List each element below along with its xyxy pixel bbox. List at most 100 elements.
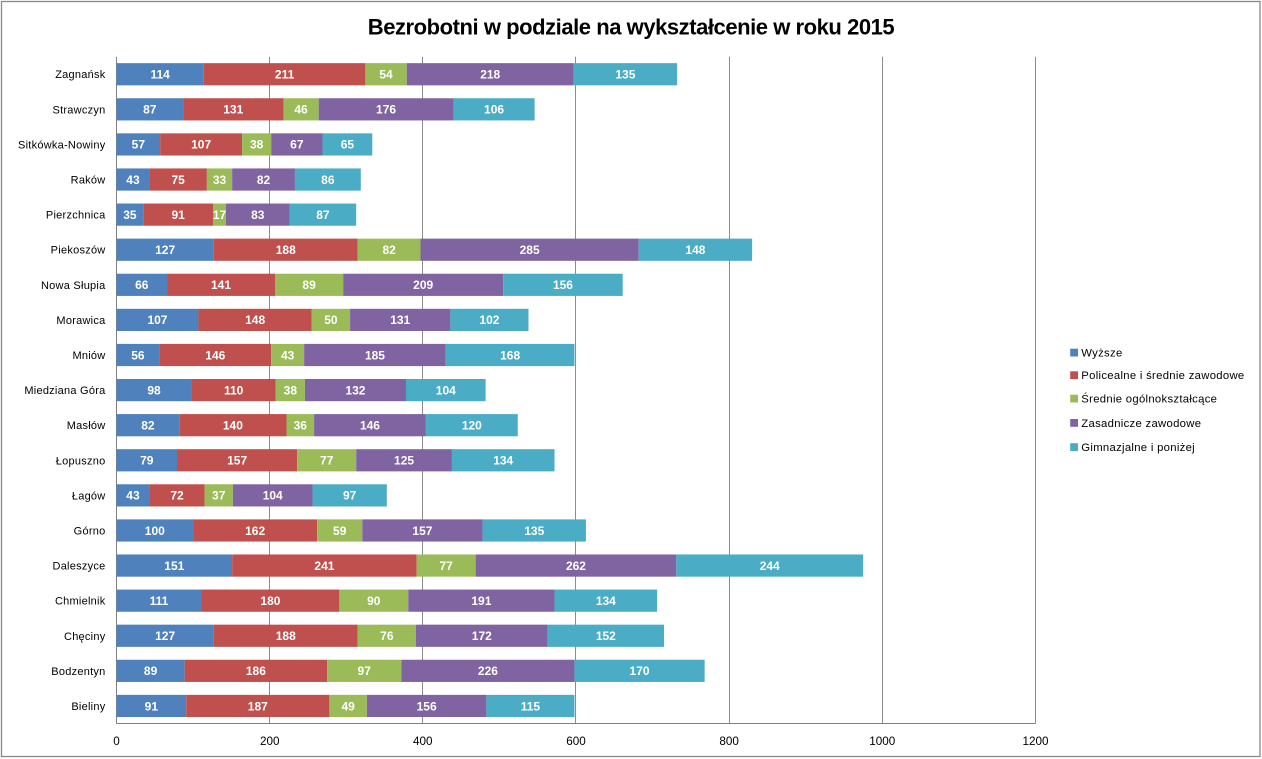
svg-text:172: 172: [472, 629, 492, 643]
svg-text:135: 135: [524, 524, 544, 538]
svg-text:43: 43: [126, 173, 140, 187]
svg-text:131: 131: [390, 313, 410, 327]
svg-text:262: 262: [566, 559, 586, 573]
svg-text:400: 400: [413, 735, 433, 748]
svg-text:43: 43: [281, 348, 295, 362]
svg-text:134: 134: [596, 594, 616, 608]
svg-text:114: 114: [150, 68, 170, 82]
svg-text:43: 43: [126, 489, 140, 503]
svg-text:35: 35: [123, 208, 137, 222]
svg-text:131: 131: [223, 103, 243, 117]
svg-text:188: 188: [276, 243, 296, 257]
svg-text:86: 86: [321, 173, 335, 187]
svg-text:Piekoszów: Piekoszów: [51, 245, 106, 257]
svg-text:77: 77: [320, 454, 334, 468]
svg-text:Raków: Raków: [71, 175, 106, 187]
svg-text:146: 146: [205, 348, 225, 362]
svg-text:800: 800: [719, 735, 739, 748]
svg-text:Masłów: Masłów: [67, 420, 106, 432]
svg-text:90: 90: [367, 594, 381, 608]
svg-text:125: 125: [394, 454, 414, 468]
svg-text:91: 91: [145, 699, 159, 713]
svg-text:46: 46: [294, 103, 308, 117]
svg-text:187: 187: [248, 699, 268, 713]
svg-text:66: 66: [135, 278, 149, 292]
svg-text:57: 57: [132, 138, 146, 152]
svg-text:146: 146: [360, 418, 380, 432]
svg-text:50: 50: [324, 313, 338, 327]
svg-text:186: 186: [246, 664, 266, 678]
svg-text:107: 107: [147, 313, 167, 327]
svg-text:1000: 1000: [869, 735, 896, 748]
svg-text:76: 76: [380, 629, 394, 643]
svg-text:170: 170: [630, 664, 650, 678]
svg-text:127: 127: [155, 243, 175, 257]
svg-text:156: 156: [417, 699, 437, 713]
svg-text:Pierzchnica: Pierzchnica: [46, 210, 106, 222]
svg-text:110: 110: [224, 383, 244, 397]
svg-text:98: 98: [147, 383, 161, 397]
svg-text:79: 79: [140, 454, 154, 468]
svg-text:156: 156: [553, 278, 573, 292]
svg-text:Bezrobotni w podziale na wyksz: Bezrobotni w podziale na wykształcenie w…: [368, 15, 895, 40]
svg-text:120: 120: [462, 418, 482, 432]
svg-text:157: 157: [412, 524, 432, 538]
svg-text:Bodzentyn: Bodzentyn: [51, 666, 105, 678]
svg-text:49: 49: [341, 699, 355, 713]
svg-text:38: 38: [284, 383, 298, 397]
svg-text:0: 0: [113, 735, 120, 748]
svg-text:148: 148: [245, 313, 265, 327]
svg-text:100: 100: [145, 524, 165, 538]
svg-text:36: 36: [294, 418, 308, 432]
svg-text:77: 77: [440, 559, 454, 573]
svg-text:1200: 1200: [1022, 735, 1049, 748]
svg-text:132: 132: [345, 383, 365, 397]
svg-text:241: 241: [314, 559, 334, 573]
svg-text:Zasadnicze zawodowe: Zasadnicze zawodowe: [1081, 418, 1201, 430]
svg-text:Morawica: Morawica: [56, 315, 106, 327]
svg-text:140: 140: [223, 418, 243, 432]
svg-text:37: 37: [212, 489, 226, 503]
svg-text:168: 168: [500, 348, 520, 362]
svg-text:185: 185: [365, 348, 385, 362]
svg-text:87: 87: [143, 103, 157, 117]
svg-text:82: 82: [257, 173, 271, 187]
svg-text:600: 600: [566, 735, 586, 748]
svg-text:244: 244: [760, 559, 780, 573]
svg-text:104: 104: [436, 383, 456, 397]
svg-text:97: 97: [358, 664, 372, 678]
svg-text:135: 135: [615, 68, 635, 82]
svg-text:104: 104: [263, 489, 283, 503]
svg-text:191: 191: [471, 594, 491, 608]
svg-text:89: 89: [144, 664, 158, 678]
svg-text:Średnie ogólnokształcące: Średnie ogólnokształcące: [1081, 393, 1217, 406]
svg-text:107: 107: [191, 138, 211, 152]
svg-text:157: 157: [227, 454, 247, 468]
svg-text:59: 59: [333, 524, 347, 538]
svg-text:188: 188: [276, 629, 296, 643]
svg-text:141: 141: [211, 278, 231, 292]
svg-text:106: 106: [484, 103, 504, 117]
svg-text:111: 111: [150, 594, 169, 608]
svg-text:226: 226: [478, 664, 498, 678]
svg-text:83: 83: [251, 208, 265, 222]
svg-text:67: 67: [290, 138, 304, 152]
svg-text:89: 89: [302, 278, 316, 292]
svg-text:Nowa Słupia: Nowa Słupia: [41, 280, 106, 292]
svg-text:Zagnańsk: Zagnańsk: [55, 69, 106, 81]
svg-text:211: 211: [275, 68, 295, 82]
svg-text:180: 180: [260, 594, 280, 608]
svg-text:82: 82: [141, 418, 155, 432]
svg-text:Strawczyn: Strawczyn: [53, 104, 106, 116]
svg-text:209: 209: [413, 278, 433, 292]
svg-text:Policealne i średnie zawodowe: Policealne i średnie zawodowe: [1081, 370, 1244, 382]
svg-text:17: 17: [213, 208, 227, 222]
svg-text:Daleszyce: Daleszyce: [53, 561, 106, 573]
svg-text:65: 65: [341, 138, 355, 152]
svg-text:Mniów: Mniów: [72, 350, 105, 362]
svg-text:Chmielnik: Chmielnik: [55, 596, 106, 608]
svg-text:127: 127: [155, 629, 175, 643]
svg-text:Gimnazjalne i poniżej: Gimnazjalne i poniżej: [1081, 442, 1195, 454]
svg-text:115: 115: [521, 699, 541, 713]
svg-text:72: 72: [170, 489, 184, 503]
